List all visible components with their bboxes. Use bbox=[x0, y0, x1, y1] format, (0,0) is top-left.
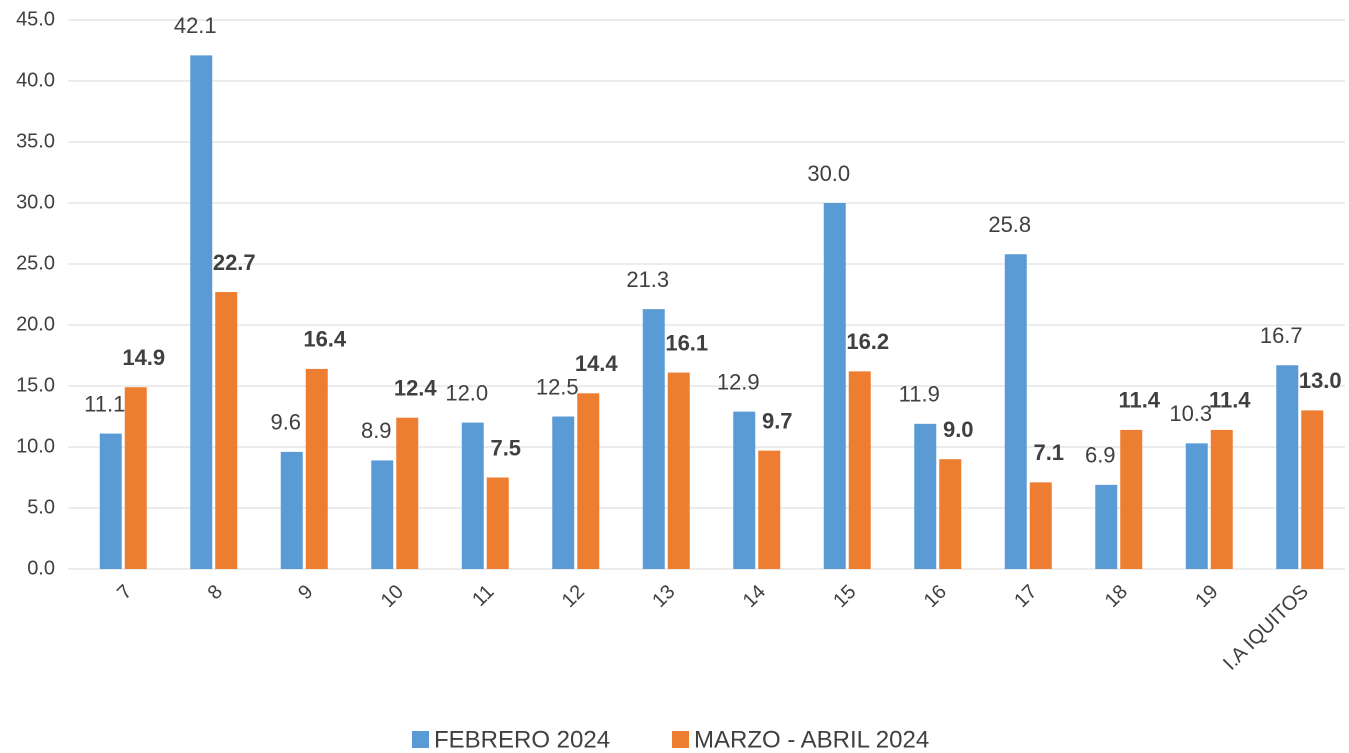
bar bbox=[280, 451, 303, 569]
y-tick-label: 5.0 bbox=[27, 496, 55, 518]
value-label: 11.9 bbox=[899, 382, 940, 407]
value-label: 14.9 bbox=[122, 345, 165, 370]
legend-swatch bbox=[412, 731, 429, 748]
bar bbox=[371, 460, 394, 569]
bar bbox=[99, 433, 122, 569]
value-label: 16.1 bbox=[665, 330, 708, 355]
value-label: 9.7 bbox=[762, 408, 793, 433]
bar bbox=[848, 371, 871, 569]
x-tick-label: 18 bbox=[1101, 581, 1132, 612]
value-label: 7.5 bbox=[490, 435, 521, 460]
x-tick-label: 17 bbox=[1010, 581, 1041, 612]
y-tick-label: 30.0 bbox=[16, 191, 55, 213]
bar bbox=[642, 309, 665, 569]
value-label: 14.4 bbox=[575, 351, 619, 376]
value-label: 16.4 bbox=[303, 327, 347, 352]
value-label: 11.4 bbox=[1118, 388, 1160, 413]
bar bbox=[1029, 482, 1052, 569]
y-tick-label: 15.0 bbox=[16, 374, 55, 396]
x-tick-label: 10 bbox=[377, 581, 408, 612]
bar bbox=[1301, 410, 1324, 569]
value-label: 22.7 bbox=[213, 250, 256, 275]
value-label: 11.1 bbox=[84, 391, 125, 416]
bar bbox=[733, 411, 756, 569]
value-label: 16.2 bbox=[846, 329, 889, 354]
value-label: 10.3 bbox=[1169, 401, 1212, 426]
x-tick-label: 14 bbox=[739, 581, 770, 612]
bar bbox=[823, 203, 846, 569]
legend-label: MARZO - ABRIL 2024 bbox=[694, 726, 929, 753]
bar bbox=[305, 368, 328, 569]
y-tick-label: 0.0 bbox=[27, 557, 55, 579]
x-tick-label: 13 bbox=[648, 581, 679, 612]
value-label: 11.4 bbox=[1209, 388, 1251, 413]
value-label: 12.0 bbox=[445, 380, 488, 405]
bar bbox=[939, 459, 962, 569]
legend-swatch bbox=[672, 731, 689, 748]
x-tick-label: 7 bbox=[113, 581, 136, 604]
value-label: 25.8 bbox=[988, 212, 1031, 237]
x-tick-label: 11 bbox=[468, 581, 498, 611]
bar bbox=[190, 55, 213, 569]
y-tick-label: 10.0 bbox=[16, 435, 55, 457]
bar bbox=[1004, 254, 1027, 570]
value-label: 6.9 bbox=[1085, 443, 1116, 468]
x-tick-label: 16 bbox=[920, 581, 951, 612]
x-tick-label: 15 bbox=[829, 581, 860, 612]
value-label: 12.4 bbox=[394, 376, 438, 401]
bar bbox=[1210, 429, 1233, 569]
bar bbox=[1185, 443, 1208, 569]
y-tick-label: 35.0 bbox=[16, 130, 55, 152]
value-label: 9.0 bbox=[943, 417, 974, 442]
bar bbox=[215, 292, 238, 569]
x-tick-label: 9 bbox=[294, 581, 317, 604]
value-label: 12.9 bbox=[717, 369, 760, 394]
x-tick-label: 19 bbox=[1191, 581, 1222, 612]
y-tick-label: 45.0 bbox=[16, 8, 55, 30]
bar bbox=[1095, 484, 1118, 569]
bar bbox=[124, 387, 147, 569]
x-tick-label: I.A IQUITOS bbox=[1219, 581, 1313, 675]
y-tick-label: 20.0 bbox=[16, 313, 55, 335]
bar bbox=[758, 450, 781, 569]
y-tick-label: 40.0 bbox=[16, 69, 55, 91]
x-tick-label: 12 bbox=[558, 581, 589, 612]
legend-label: FEBRERO 2024 bbox=[434, 726, 610, 753]
bar bbox=[552, 416, 575, 569]
bar bbox=[461, 422, 484, 569]
bar bbox=[1120, 429, 1143, 569]
value-label: 21.3 bbox=[626, 267, 669, 292]
value-label: 7.1 bbox=[1033, 440, 1064, 465]
value-label: 8.9 bbox=[361, 418, 392, 443]
bar bbox=[667, 372, 690, 569]
value-label: 42.1 bbox=[174, 13, 217, 38]
value-label: 16.7 bbox=[1260, 323, 1303, 348]
value-label: 12.5 bbox=[536, 374, 579, 399]
value-label: 13.0 bbox=[1299, 368, 1342, 393]
bar bbox=[1276, 365, 1299, 569]
x-tick-label: 8 bbox=[204, 581, 227, 604]
value-label: 30.0 bbox=[807, 161, 850, 186]
bar bbox=[577, 393, 600, 569]
value-label: 9.6 bbox=[270, 410, 301, 435]
bar bbox=[486, 477, 509, 569]
bar bbox=[396, 417, 419, 569]
bar bbox=[914, 423, 937, 569]
y-tick-label: 25.0 bbox=[16, 252, 55, 274]
